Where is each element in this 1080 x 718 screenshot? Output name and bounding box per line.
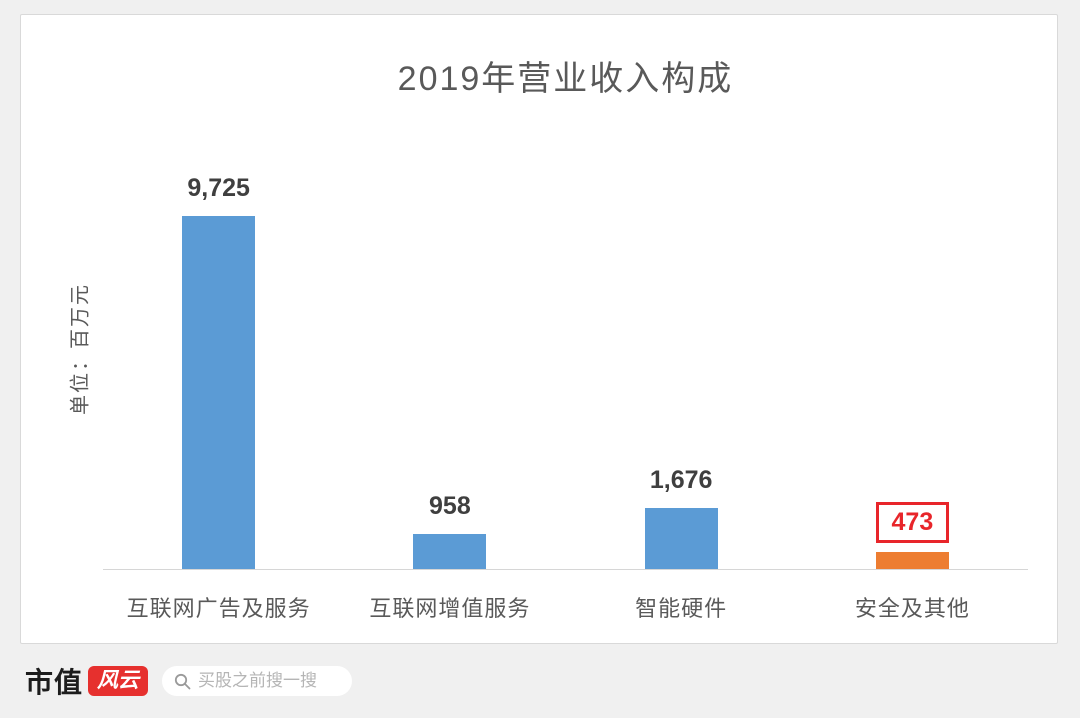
bar-value-label: 958 [429, 491, 471, 520]
x-axis-line [103, 569, 1028, 570]
chart-card: 2019年营业收入构成 单位：百万元 9,725 958 1,676 473 互联网广… [20, 14, 1058, 644]
category-label: 互联网广告及服务 [126, 596, 311, 621]
y-axis-unit-label: 单位：百万元 [69, 283, 92, 415]
brand-logo-text: 市值 [25, 667, 84, 698]
chart-title: 2019年营业收入构成 [397, 60, 734, 98]
plot-area: 9,725 958 1,676 473 互联网广告及服务 互联网增值服务 智能硬件 安全及其… [103, 15, 1028, 645]
bar-value-label-highlighted: 473 [875, 501, 950, 543]
category-label: 安全及其他 [854, 596, 970, 621]
category-label: 互联网增值服务 [369, 596, 531, 621]
bar [644, 508, 718, 569]
bar [182, 216, 256, 569]
footer-bar: 市值 风云 [0, 644, 1080, 718]
bar [875, 552, 949, 569]
category-label: 智能硬件 [635, 596, 728, 621]
category-labels-row: 互联网广告及服务 互联网增值服务 智能硬件 安全及其他 [103, 591, 1028, 623]
bar-group: 958 [334, 15, 565, 569]
bar-group: 1,676 [566, 15, 797, 569]
bar-group: 473 [797, 15, 1028, 569]
search-icon [174, 673, 191, 689]
bar-group: 9,725 [103, 15, 334, 569]
bar-value-label: 1,676 [649, 465, 713, 494]
bar-value-label: 9,725 [187, 173, 250, 202]
search-input[interactable] [198, 671, 343, 691]
bars-container: 9,725 958 1,676 473 [103, 15, 1028, 569]
bar [413, 534, 487, 569]
brand-logo: 市值 风云 [25, 661, 149, 701]
brand-logo-badge: 风云 [88, 666, 149, 696]
search-bar[interactable] [162, 666, 353, 696]
